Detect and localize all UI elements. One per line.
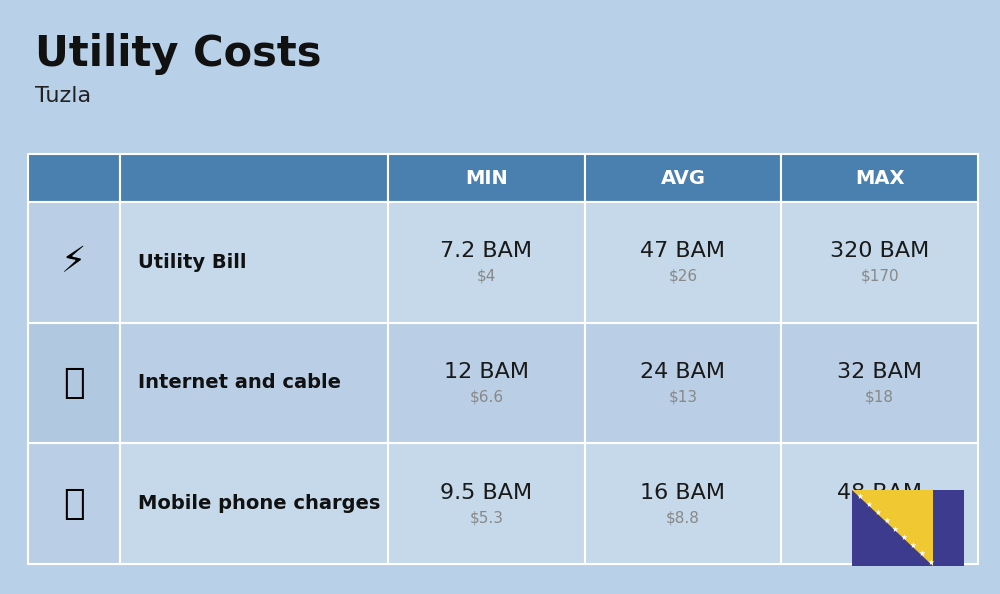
Text: ★: ★ <box>918 549 925 558</box>
FancyBboxPatch shape <box>585 323 781 443</box>
FancyBboxPatch shape <box>388 154 585 202</box>
FancyBboxPatch shape <box>28 323 120 443</box>
Text: ★: ★ <box>910 541 916 550</box>
Polygon shape <box>852 490 933 566</box>
Text: Internet and cable: Internet and cable <box>138 374 341 393</box>
Text: 32 BAM: 32 BAM <box>837 362 922 382</box>
FancyBboxPatch shape <box>585 154 781 202</box>
FancyBboxPatch shape <box>781 323 978 443</box>
FancyBboxPatch shape <box>388 202 585 323</box>
Text: AVG: AVG <box>660 169 706 188</box>
Text: $18: $18 <box>865 390 894 405</box>
FancyBboxPatch shape <box>28 443 120 564</box>
Text: ★: ★ <box>857 491 863 501</box>
Text: 47 BAM: 47 BAM <box>640 241 726 261</box>
FancyBboxPatch shape <box>585 443 781 564</box>
FancyBboxPatch shape <box>120 323 388 443</box>
Text: ★: ★ <box>927 558 934 567</box>
FancyBboxPatch shape <box>585 202 781 323</box>
Text: $26: $26 <box>668 269 698 284</box>
Text: $26: $26 <box>865 510 894 525</box>
Text: ★: ★ <box>865 500 872 508</box>
Text: 24 BAM: 24 BAM <box>640 362 726 382</box>
Text: Mobile phone charges: Mobile phone charges <box>138 494 380 513</box>
Text: $5.3: $5.3 <box>469 510 503 525</box>
Text: Utility Bill: Utility Bill <box>138 253 246 272</box>
Text: 📶: 📶 <box>63 366 85 400</box>
Text: 7.2 BAM: 7.2 BAM <box>440 241 532 261</box>
FancyBboxPatch shape <box>388 443 585 564</box>
FancyBboxPatch shape <box>120 443 388 564</box>
Text: $6.6: $6.6 <box>469 390 503 405</box>
FancyBboxPatch shape <box>781 202 978 323</box>
FancyBboxPatch shape <box>781 154 978 202</box>
Text: 📱: 📱 <box>63 486 85 521</box>
Text: ★: ★ <box>883 516 890 525</box>
Text: $13: $13 <box>668 390 698 405</box>
Text: $4: $4 <box>477 269 496 284</box>
FancyBboxPatch shape <box>120 154 388 202</box>
Text: Utility Costs: Utility Costs <box>35 33 322 75</box>
Text: 12 BAM: 12 BAM <box>444 362 529 382</box>
Text: ★: ★ <box>874 508 881 517</box>
FancyBboxPatch shape <box>28 202 120 323</box>
Text: ★: ★ <box>892 525 899 533</box>
Text: 9.5 BAM: 9.5 BAM <box>440 483 532 503</box>
Text: $8.8: $8.8 <box>666 510 700 525</box>
Text: 16 BAM: 16 BAM <box>640 483 726 503</box>
FancyBboxPatch shape <box>28 154 120 202</box>
Text: ★: ★ <box>901 533 908 542</box>
FancyBboxPatch shape <box>120 202 388 323</box>
Text: $170: $170 <box>860 269 899 284</box>
Text: MIN: MIN <box>465 169 508 188</box>
FancyBboxPatch shape <box>388 323 585 443</box>
Text: 320 BAM: 320 BAM <box>830 241 929 261</box>
Text: MAX: MAX <box>855 169 904 188</box>
Text: ⚡: ⚡ <box>61 245 87 279</box>
Text: Tuzla: Tuzla <box>35 86 91 106</box>
Text: 48 BAM: 48 BAM <box>837 483 922 503</box>
FancyBboxPatch shape <box>781 443 978 564</box>
FancyBboxPatch shape <box>852 490 964 566</box>
